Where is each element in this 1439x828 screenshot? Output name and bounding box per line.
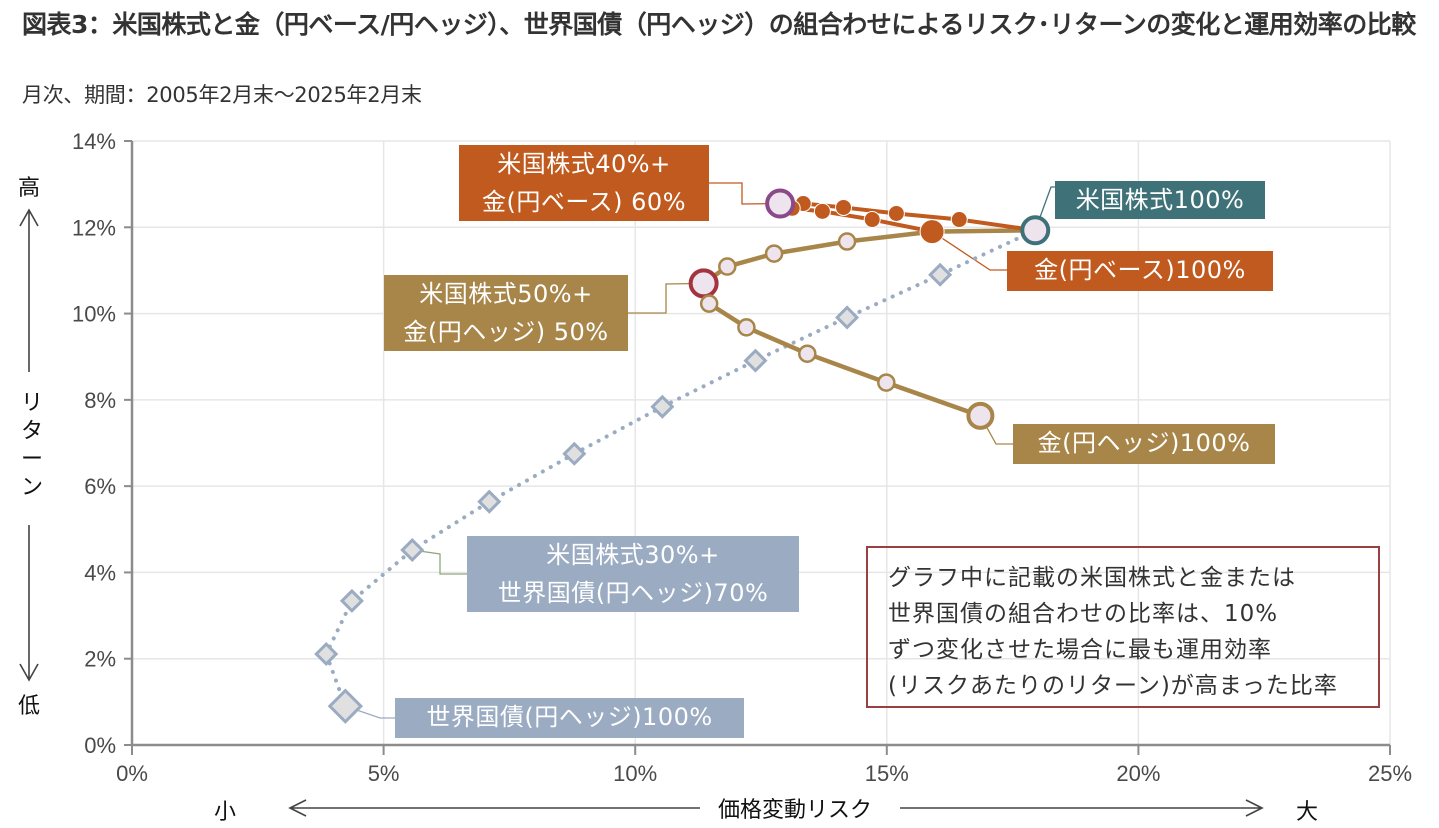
point-gold-hedge [699,294,719,313]
point-bond-diamond [928,262,953,287]
callout-bond100: 世界国債(円ヘッジ)100% [395,698,744,738]
point-gold-hedge [764,244,784,263]
x-tick-label: 5% [368,761,400,786]
x-right-arrow-icon [900,799,1264,817]
chart-subtitle: 月次、期間：2005年2月末～2025年2月末 [22,83,422,107]
y-axis-title-char: ン [20,475,43,500]
point-bond-diamond [327,688,364,724]
point-gold-hedge [688,268,719,299]
point-bond-diamond [650,394,675,419]
point-gold-hedge [877,373,896,392]
series-line-gold-hedge-start [932,228,1036,234]
point-gold-hedge [837,232,857,251]
callout-us30-bond70: 米国株式30%+ 世界国債(円ヘッジ)70% [467,536,799,612]
y-axis-title-char: ー [20,447,43,472]
note-line: グラフ中に記載の米国株式と金または [888,565,1296,591]
point-gold-yen [835,198,853,216]
callout-line-2: 世界国債(円ヘッジ)70% [497,579,769,607]
point-bond-diamond [562,441,587,466]
note-line: ずつ変化させた場合に最も運用効率 [888,637,1272,663]
x-tick-label: 25% [1368,761,1412,786]
note-line: (リスクあたりのリターン)が高まった比率 [888,673,1338,699]
leader-us50-goldhedge50 [628,282,704,314]
y-tick-label: 2% [84,647,116,672]
callout-leaders [345,182,1055,719]
x-left-arrow-icon [288,799,700,817]
y-tick-label: 8% [84,388,116,413]
note-line: 世界国債の組合わせの比率は、10% [888,601,1279,627]
x-tick-label: 10% [613,761,657,786]
y-tick-label: 10% [72,302,116,327]
point-gold-yen [887,204,905,222]
x-axis-title: 価格変動リスク [712,792,879,824]
point-bond-diamond [314,641,339,666]
axis-arrows [19,208,1264,817]
leader-us30-bond70 [412,549,467,575]
point-bond-diamond [339,588,364,613]
point-gold-yen [863,211,881,229]
tick-labels: 0% 2% 4% 6% 8% 10% 12% 14% 0% 5% 10% 15% 20% 25% [72,129,1412,786]
x-tick-label: 20% [1116,761,1160,786]
callout-us50-goldhedge50: 米国株式50%+ 金(円ヘッジ) 50% [384,275,628,351]
y-axis-title: リターン [20,390,44,502]
point-gold-hedge [737,318,756,337]
axes [124,140,1391,755]
series-group [314,188,1051,724]
callout-line-1: 米国株式50%+ [419,280,593,308]
x-axis-large-label: 大 [1296,800,1319,825]
callout-us100: 米国株式100% [1055,181,1265,219]
callout-goldhedge100: 金(円ヘッジ)100% [1013,424,1275,464]
callout-line-2: 金(円ベース) 60% [482,188,686,216]
point-bond-diamond [743,348,768,373]
leader-us40-goldyen60 [709,182,781,205]
y-axis-title-char: タ [20,419,43,444]
callout-goldyen100: 金(円ベース)100% [1007,251,1273,291]
callout-line-2: 金(円ヘッジ) 50% [403,318,609,346]
point-us100 [1020,215,1051,246]
y-tick-label: 6% [84,474,116,499]
y-axis-high-label: 高 [18,176,41,201]
point-optimal-us40-goldyen60 [765,188,796,219]
point-gold-hedge [798,344,817,363]
y-tick-label: 12% [72,215,116,240]
point-gold-yen [813,202,831,220]
y-down-arrow-icon [19,525,39,682]
callout-us40-goldyen60: 米国株式40%+ 金(円ベース) 60% [459,145,709,221]
callout-line-1: 米国株式30%+ [546,541,720,569]
point-gold-hedge [718,257,737,276]
point-bond-diamond [477,489,502,514]
y-up-arrow-icon [19,208,39,372]
point-gold-yen [919,219,945,245]
y-axis-title-char: リ [20,391,43,416]
y-axis-low-label: 低 [18,694,41,719]
x-tick-label: 0% [116,761,148,786]
point-gold-yen [950,211,968,229]
y-tick-label: 0% [84,733,116,758]
note-box: グラフ中に記載の米国株式と金または 世界国債の組合わせの比率は、10% ずつ変化… [866,546,1380,708]
callout-line-1: 米国株式40%+ [497,150,671,178]
x-tick-label: 15% [865,761,909,786]
x-axis-small-label: 小 [214,800,237,825]
leader-goldyen100 [931,231,1007,271]
point-bond-diamond [400,537,425,563]
chart-title: 図表3：米国株式と金（円ベース/円ヘッジ）、世界国債（円ヘッジ）の組合わせによる… [22,10,1416,39]
leader-us100 [1034,186,1055,231]
y-tick-label: 4% [84,560,116,585]
point-gold-hedge [966,401,995,430]
y-tick-label: 14% [72,129,116,154]
point-bond-diamond [835,305,860,330]
